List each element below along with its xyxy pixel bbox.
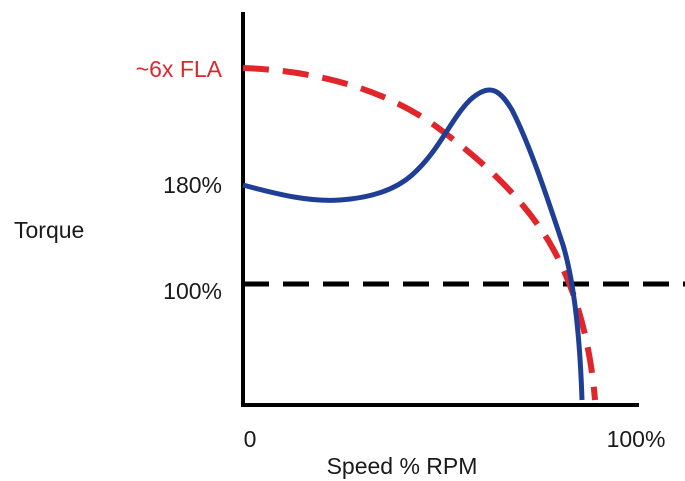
y-axis-title: Torque <box>14 217 84 243</box>
y-label: 100% <box>163 278 222 304</box>
current-curve <box>242 65 598 401</box>
y-label-lra: ~6x FLA <box>136 56 223 82</box>
torque-curve <box>242 87 585 401</box>
x-axis-title: Speed % RPM <box>327 453 478 479</box>
x-label: 100% <box>607 426 666 452</box>
y-label: 180% <box>163 172 222 198</box>
x-label: 0 <box>244 426 257 452</box>
